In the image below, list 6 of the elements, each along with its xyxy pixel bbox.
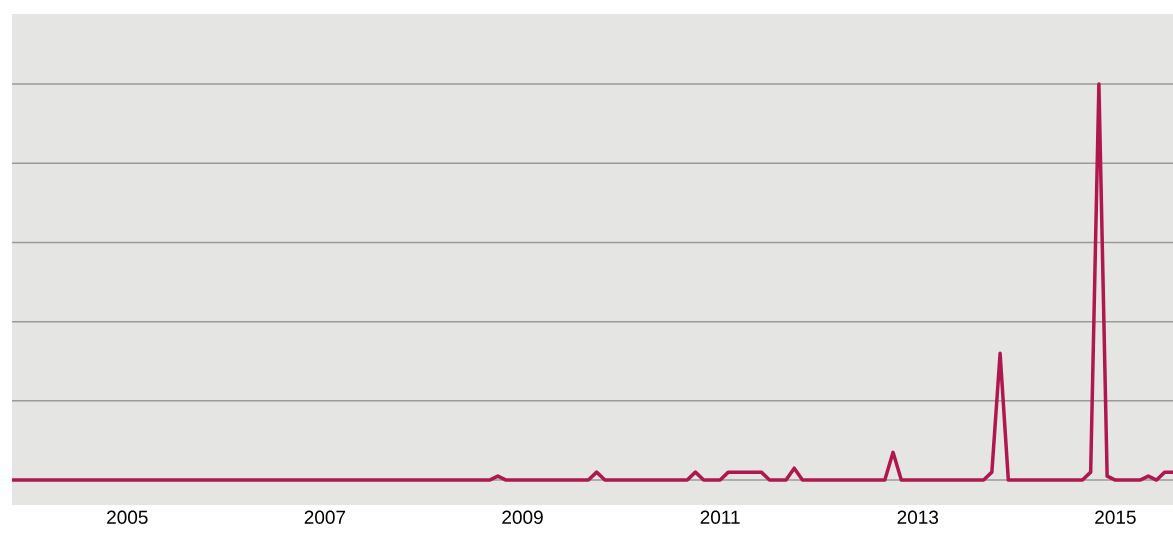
x-tick-label: 2009	[502, 510, 543, 524]
x-tick-label: 2011	[700, 510, 740, 524]
x-tick-label: 2005	[107, 510, 148, 524]
x-tick-label: 2015	[1095, 510, 1136, 524]
x-tick-label: 2013	[897, 510, 939, 524]
x-tick-label: 2007	[304, 510, 346, 524]
